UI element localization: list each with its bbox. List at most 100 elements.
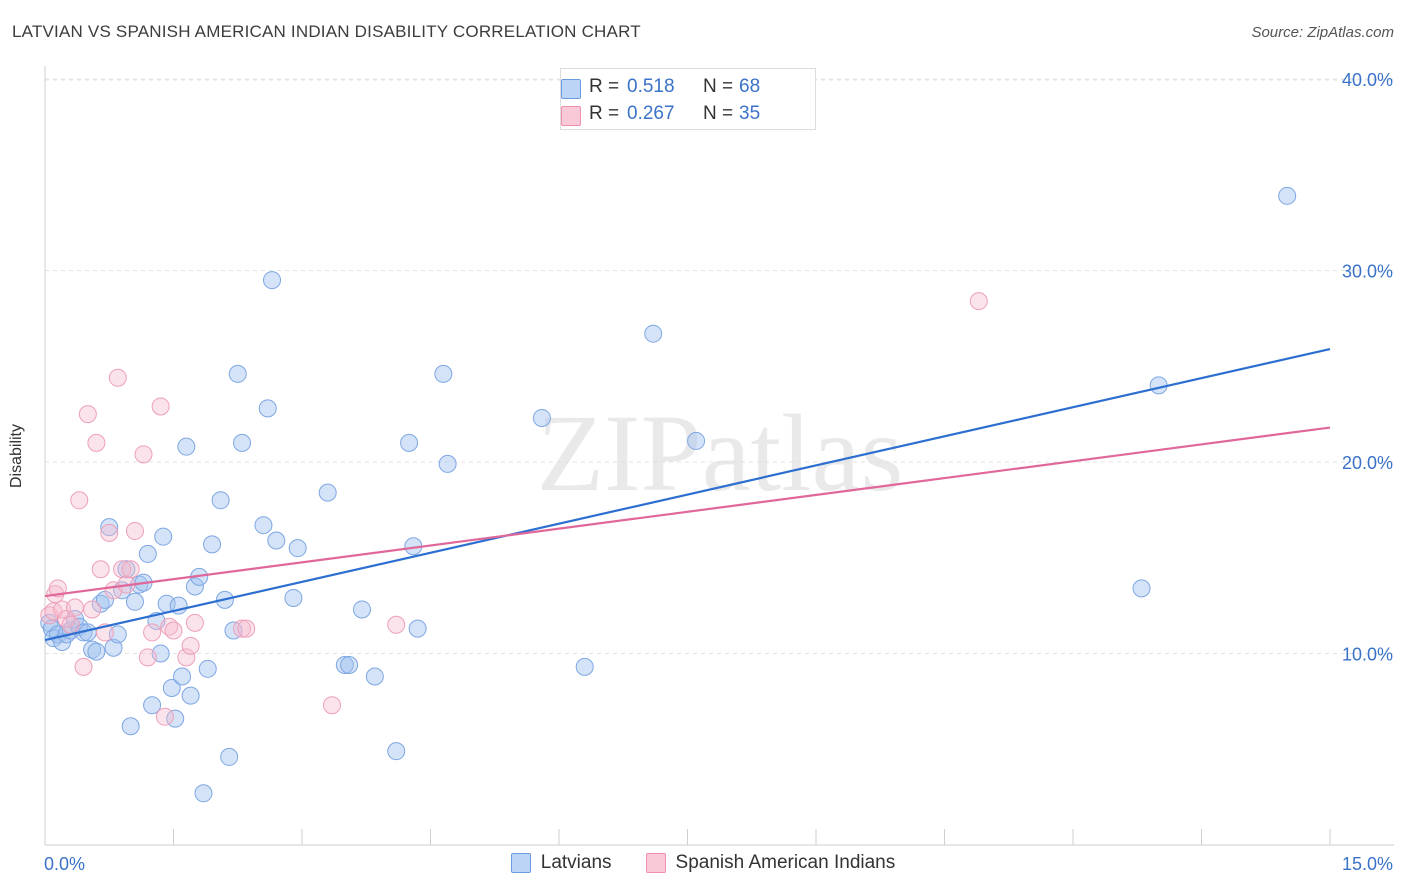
spanish-american-indians-point [151,397,170,416]
source-note: Source: ZipAtlas.com [1251,24,1394,41]
gridlines [45,78,1394,654]
latvians-point [254,516,273,535]
latvians-point [87,642,106,661]
n-value: 35 [739,103,761,124]
watermark: ZIPatlas [537,392,904,514]
latvians-point [340,655,359,674]
latvians-point [267,531,286,550]
latvians-point [258,399,277,418]
spanish-american-indians-point [138,648,157,667]
spanish-american-indians-point [322,696,341,715]
latvians-point [125,592,144,611]
trend-lines [44,347,1331,642]
spanish-american-indians-point [61,615,80,634]
spanish-american-indians-point [969,292,988,311]
legend-label: Latvians [540,852,612,873]
legend-item-latvians[interactable]: Latvians [510,852,612,874]
spanish-american-indians-point [177,648,196,667]
spanish-american-indians-point [185,613,204,632]
latvians-point [687,431,706,450]
latvians-point [365,667,384,686]
spanish-american-indians-point [134,445,153,464]
y-axis-label: Disability [8,423,25,489]
spanish-american-indians-point [65,598,84,617]
latvians-point [143,696,162,715]
latvians-point [181,686,200,705]
spanish-american-indians-point [164,621,183,640]
latvians-point [194,784,213,803]
n-label: N = [703,76,734,97]
latvians-point [203,535,222,554]
spanish-american-indians-swatch [645,853,666,873]
latvians-point [387,742,406,761]
spanish-american-indians-point [83,600,102,619]
tick-labels: 10.0% 20.0% 30.0% 40.0% 0.0% 15.0% [44,70,1393,874]
x-tick-label: 0.0% [44,854,85,874]
r-value: 0.518 [627,76,675,97]
latvians-point [154,527,173,546]
legend: Latvians Spanish American Indians [0,852,1406,874]
stats-legend: R = 0.518 N = 68 R = 0.267 N = 35 [560,68,816,130]
latvians-point [173,667,192,686]
latvians-point [220,747,239,766]
spanish-american-indians-point [100,523,119,542]
spanish-american-indians-point [155,707,174,726]
spanish-american-indians-point [74,657,93,676]
x-tick-label: 15.0% [1342,854,1393,874]
r-label: R = [589,103,620,124]
latvians-point [408,619,427,638]
spanish-american-indians-swatch [561,106,581,126]
chart-title: LATVIAN VS SPANISH AMERICAN INDIAN DISAB… [12,22,641,41]
latvians-point [318,483,337,502]
stats-row-spanish-american-indians: R = 0.267 N = 35 [561,103,761,126]
spanish-american-indians-point [237,619,256,638]
n-value: 68 [739,76,761,97]
latvians-point [288,539,307,558]
spanish-american-indians-point [125,521,144,540]
latvians-point [434,364,453,383]
latvians-point [438,454,457,473]
spanish-american-indians-point [48,579,67,598]
spanish-american-indians-point [91,560,110,579]
latvians-point [284,588,303,607]
latvians-point [335,655,354,674]
latvians-point [644,324,663,343]
spanish-american-indians-point [181,636,200,655]
latvians-point [211,491,230,510]
y-tick-label: 10.0% [1342,645,1393,665]
latvians-point [117,560,136,579]
spanish-american-indians-trend-line [44,426,1331,598]
latvians-point [138,544,157,563]
r-value: 0.267 [627,103,675,124]
spanish-american-indians-point [233,619,252,638]
legend-label: Spanish American Indians [675,852,896,873]
legend-item-spanish-american-indians[interactable]: Spanish American Indians [645,852,896,874]
latvians-point [198,659,217,678]
latvians-point [100,518,119,537]
y-tick-label: 30.0% [1342,262,1393,282]
data-points [40,186,1297,803]
spanish-american-indians-point [387,615,406,634]
latvians-swatch [510,853,531,873]
r-label: R = [589,76,620,97]
y-tick-label: 40.0% [1342,70,1393,90]
spanish-american-indians-point [121,560,140,579]
latvians-point [263,271,282,290]
latvians-point [575,657,594,676]
latvians-point [104,638,123,657]
y-tick-label: 20.0% [1342,453,1393,473]
latvians-point [1278,186,1297,205]
latvians-point [532,408,551,427]
spanish-american-indians-point [143,623,162,642]
latvians-point [162,678,181,697]
latvians-point [352,600,371,619]
latvians-point [400,433,419,452]
latvians-point [233,433,252,452]
axes [44,66,1394,846]
stats-row-latvians: R = 0.518 N = 68 [561,76,761,99]
spanish-american-indians-point [87,433,106,452]
latvians-trend-line [44,347,1331,642]
latvians-point [121,717,140,736]
spanish-american-indians-point [108,368,127,387]
